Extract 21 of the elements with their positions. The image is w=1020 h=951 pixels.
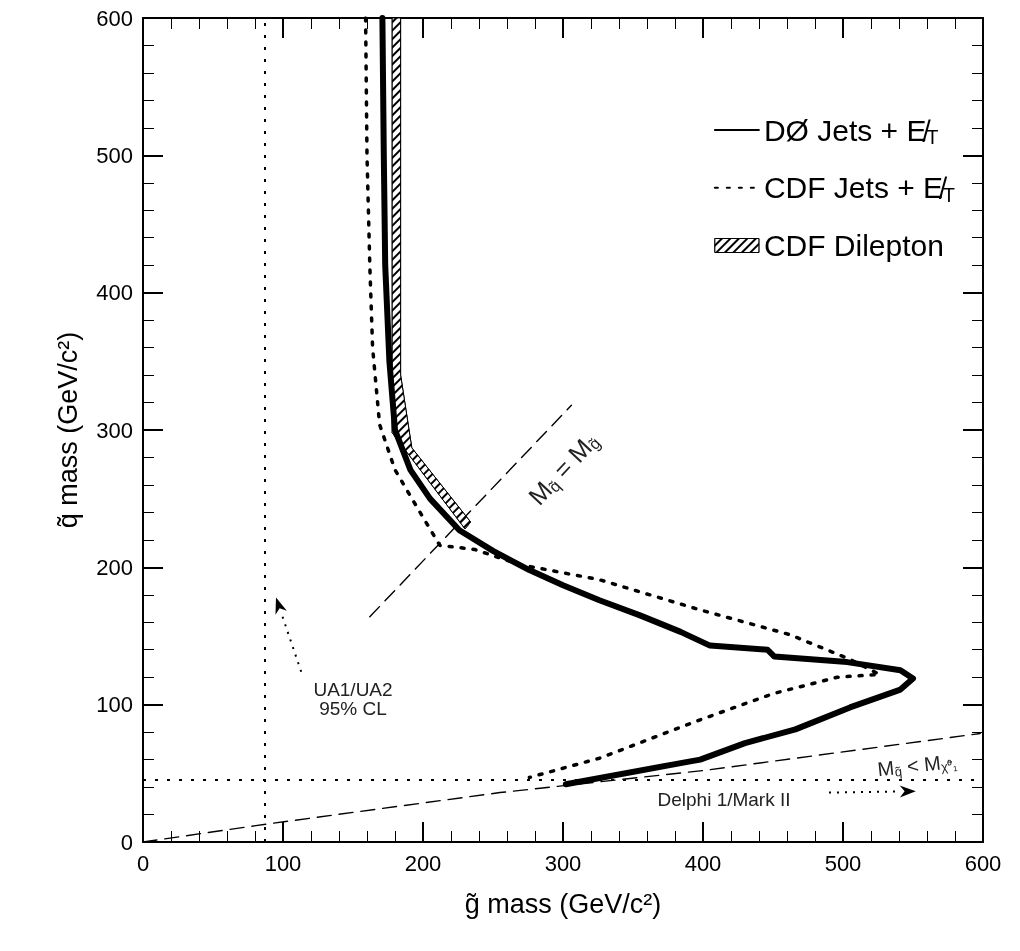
annotation: Delphi 1/Mark II (657, 788, 791, 810)
annotation: Mq̃ = Mg̃ (522, 433, 604, 511)
x-axis-title: g̃ mass (GeV/c²) (464, 888, 662, 919)
y-tick-label: 500 (96, 142, 133, 168)
y-tick-label: 0 (120, 829, 133, 855)
x-tick-label: 100 (264, 850, 302, 876)
y-tick-label: 300 (96, 417, 133, 443)
y-tick-label: 600 (96, 5, 133, 31)
x-tick-label: 300 (544, 850, 582, 876)
x-tick-label: 500 (824, 850, 862, 876)
annotation: Mq̃ < Mχ̃⁰₁ (876, 751, 959, 781)
y-tick-label: 200 (96, 554, 133, 580)
y-tick-label: 100 (96, 692, 133, 718)
y-axis-title: q̃ mass (GeV/c²) (52, 331, 83, 529)
x-tick-label: 200 (404, 850, 442, 876)
annotation: UA1/UA2 95% CL (313, 679, 393, 720)
legend-label: CDF Dilepton (763, 229, 944, 262)
x-tick-label: 0 (136, 850, 150, 876)
x-tick-label: 600 (964, 850, 1002, 876)
y-tick-label: 400 (96, 280, 133, 306)
x-tick-label: 400 (684, 850, 722, 876)
